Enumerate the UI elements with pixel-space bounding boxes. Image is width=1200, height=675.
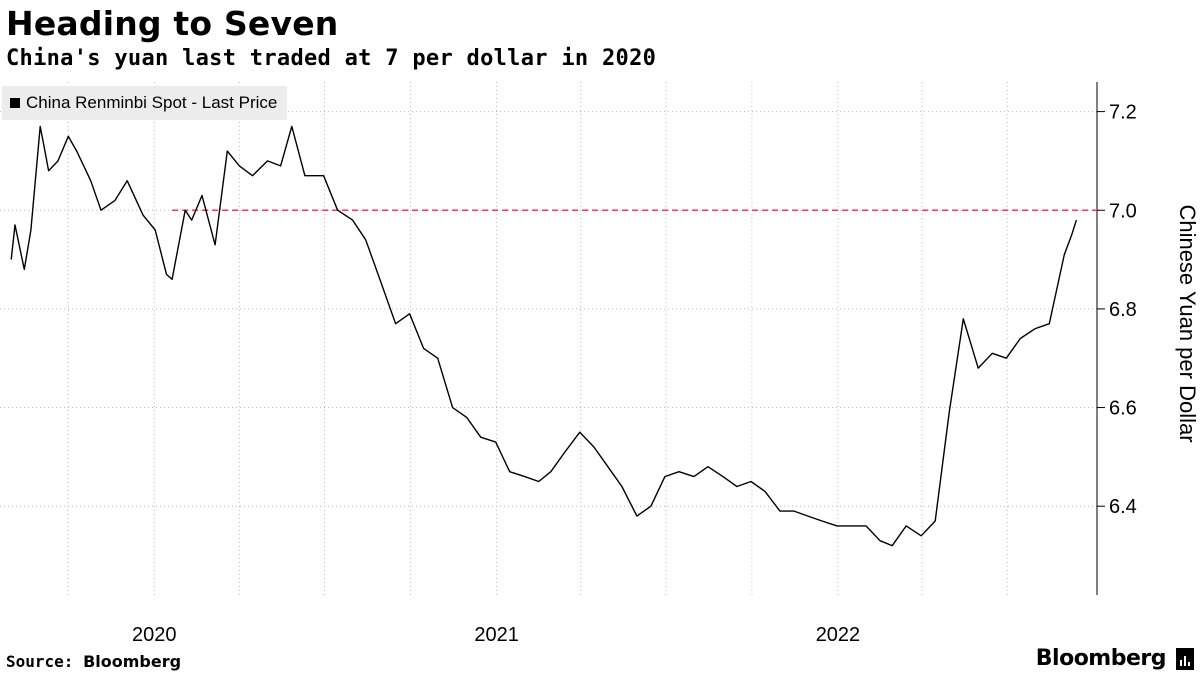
y-tick-label: 6.6 [1109, 398, 1137, 420]
bloomberg-terminal-icon [1176, 648, 1194, 670]
legend: China Renminbi Spot - Last Price [2, 86, 288, 120]
y-tick-label: 6.8 [1109, 299, 1137, 321]
y-tick-label: 7.2 [1109, 102, 1137, 124]
x-tick-label: 2020 [132, 624, 177, 646]
chart-subtitle: China's yuan last traded at 7 per dollar… [6, 46, 657, 71]
y-axis-label: Chinese Yuan per Dollar [1175, 204, 1200, 442]
source-label: Source: [6, 652, 74, 671]
chart-title: Heading to Seven [6, 4, 339, 43]
series-line [10, 125, 1078, 547]
x-tick-label: 2022 [816, 624, 861, 646]
brand-logo: Bloomberg [1035, 646, 1167, 671]
x-tick-label: 2021 [474, 624, 519, 646]
legend-label: China Renminbi Spot - Last Price [26, 93, 278, 112]
y-tick-label: 7.0 [1109, 200, 1137, 222]
source-note: Source: Bloomberg [6, 652, 181, 671]
y-tick-label: 6.4 [1109, 496, 1137, 518]
source-value: Bloomberg [83, 652, 182, 671]
legend-swatch [10, 98, 20, 108]
